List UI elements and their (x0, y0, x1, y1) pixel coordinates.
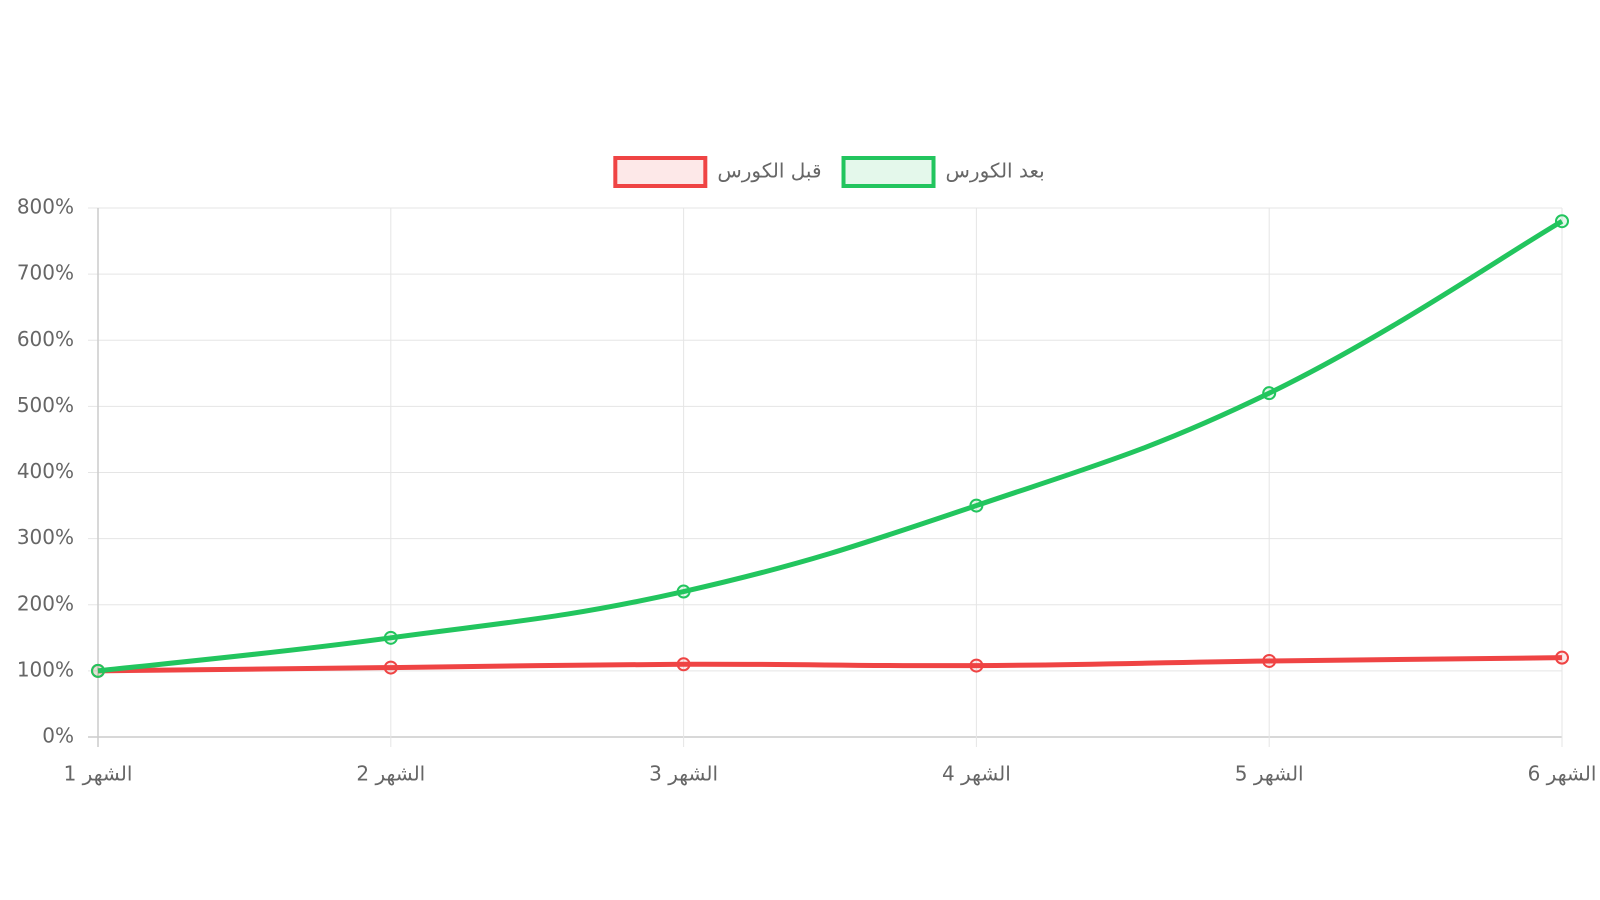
data-point (1262, 386, 1277, 401)
x-tick-label: الشهر 1 (64, 762, 133, 786)
legend-item: بعد الكورس (841, 156, 1045, 188)
y-tick-label: 500% (17, 393, 74, 417)
y-tick-label: 800% (17, 195, 74, 219)
y-tick-label: 400% (17, 459, 74, 483)
y-tick-label: 300% (17, 525, 74, 549)
y-tick-label: 0% (42, 724, 74, 748)
data-point (1555, 650, 1569, 665)
x-tick-label: الشهر 4 (942, 762, 1011, 786)
data-point (1262, 653, 1277, 668)
legend-item: قبل الكورس (613, 156, 822, 188)
x-tick-label: الشهر 5 (1235, 762, 1304, 786)
y-tick-label: 100% (17, 657, 74, 681)
x-tick-label: الشهر 3 (649, 762, 718, 786)
legend-swatch (841, 156, 936, 188)
series-line (97, 655, 1563, 674)
legend-label: بعد الكورس (946, 159, 1045, 183)
data-point (383, 630, 398, 645)
legend-swatch (613, 156, 708, 188)
y-tick-label: 700% (17, 261, 74, 285)
series-line (97, 219, 1564, 674)
data-point (676, 584, 691, 599)
y-tick-label: 600% (17, 327, 74, 351)
data-point (1555, 214, 1569, 229)
data-point (383, 660, 398, 675)
data-point (969, 658, 984, 673)
legend-label: قبل الكورس (717, 159, 821, 183)
x-tick-label: الشهر 2 (356, 762, 425, 786)
data-point (969, 498, 984, 513)
y-tick-label: 200% (17, 591, 74, 615)
data-point (91, 663, 105, 678)
x-tick-label: الشهر 6 (1528, 762, 1597, 786)
data-point (676, 657, 691, 672)
